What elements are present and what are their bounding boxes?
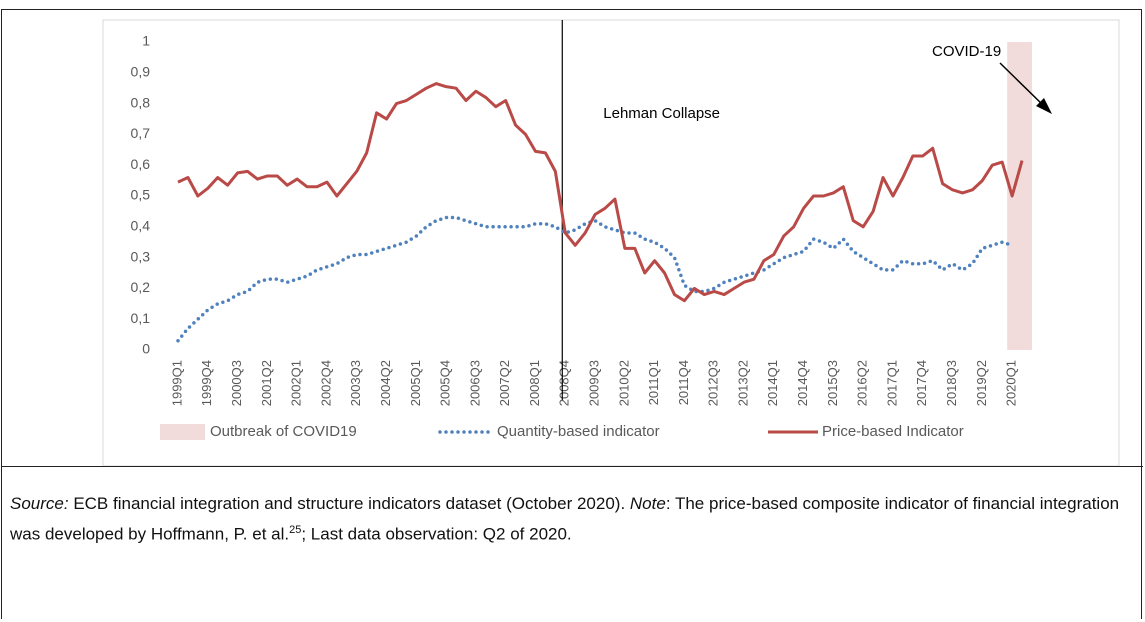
chart-frame [102,19,1120,466]
series-line [177,82,1024,303]
y-tick-label: 0,5 [131,187,151,203]
y-tick-label: 1 [142,33,150,49]
y-tick-label: 0 [142,341,150,357]
x-tick-label: 1999Q4 [199,360,214,406]
x-tick-label: 2013Q2 [735,360,750,406]
y-tick-label: 0,2 [131,279,151,295]
legend-swatch [160,424,205,440]
footnote: 25 [289,524,302,536]
source-label: Source: [10,494,69,513]
y-tick-label: 0,1 [131,310,151,326]
y-tick-label: 0,4 [131,218,151,234]
x-tick-label: 2009Q3 [586,360,601,406]
table-divider [1,466,1143,467]
annotation: Lehman Collapse [603,105,720,122]
y-tick-label: 0,3 [131,248,151,264]
legend-label: Outbreak of COVID19 [210,423,357,440]
x-tick-label: 2002Q1 [289,360,304,406]
note-text: : The price-based composite indicator of… [10,494,1120,544]
arrow-head [1036,98,1052,114]
source-text: ECB financial integration and structure … [68,494,630,513]
y-tick-label: 0,8 [131,94,151,110]
caption: Source: ECB financial integration and st… [10,490,1130,548]
x-tick-label: 2002Q4 [318,360,333,406]
x-tick-label: 2008Q1 [527,360,542,406]
x-tick-label: 2000Q3 [229,360,244,406]
x-tick-label: 2017Q1 [884,360,899,406]
x-tick-label: 2010Q2 [616,360,631,406]
x-tick-label: 2016Q2 [855,360,870,406]
x-tick-label: 2003Q3 [348,360,363,406]
x-tick-label: 2004Q2 [378,360,393,406]
x-tick-label: 2020Q1 [1004,360,1019,406]
y-tick-label: 0,9 [131,64,151,80]
x-tick-label: 2015Q3 [825,360,840,406]
x-tick-label: 2014Q4 [795,360,810,406]
x-tick-label: 2011Q1 [646,360,661,405]
legend-label: Quantity-based indicator [497,423,660,440]
arrow [999,62,1047,109]
x-tick-label: 2018Q3 [944,360,959,406]
x-tick-label: 1999Q1 [169,360,184,406]
x-tick-label: 2007Q2 [497,360,512,406]
note-label: Note [629,494,666,513]
chart: 0 0,1 0,2 0,3 0,4 0,5 0,6 0,7 0,8 0,9 1 1999Q1 1999Q… [102,19,1120,466]
x-tick-label: 2012Q3 [706,360,721,406]
y-tick-label: 0,7 [131,125,151,141]
y-tick-label: 0,6 [131,156,151,172]
x-tick-label: 2011Q4 [676,360,691,405]
series-line [176,215,1014,343]
x-tick-label: 2014Q1 [765,360,780,406]
x-tick-label: 2001Q2 [259,360,274,406]
x-tick-label: 2005Q1 [408,360,423,406]
legend-label: Price-based Indicator [822,423,964,440]
caption-tail: ; Last data observation: Q2 of 2020. [301,524,572,544]
x-tick-label: 2019Q2 [974,360,989,406]
x-tick-label: 2017Q4 [914,360,929,406]
table-frame [1,9,1142,619]
x-tick-label: 2005Q4 [438,360,453,406]
x-tick-label: 2006Q3 [467,360,482,406]
x-tick-label: 2008Q4 [557,360,572,406]
annotation: COVID-19 [932,43,1001,60]
